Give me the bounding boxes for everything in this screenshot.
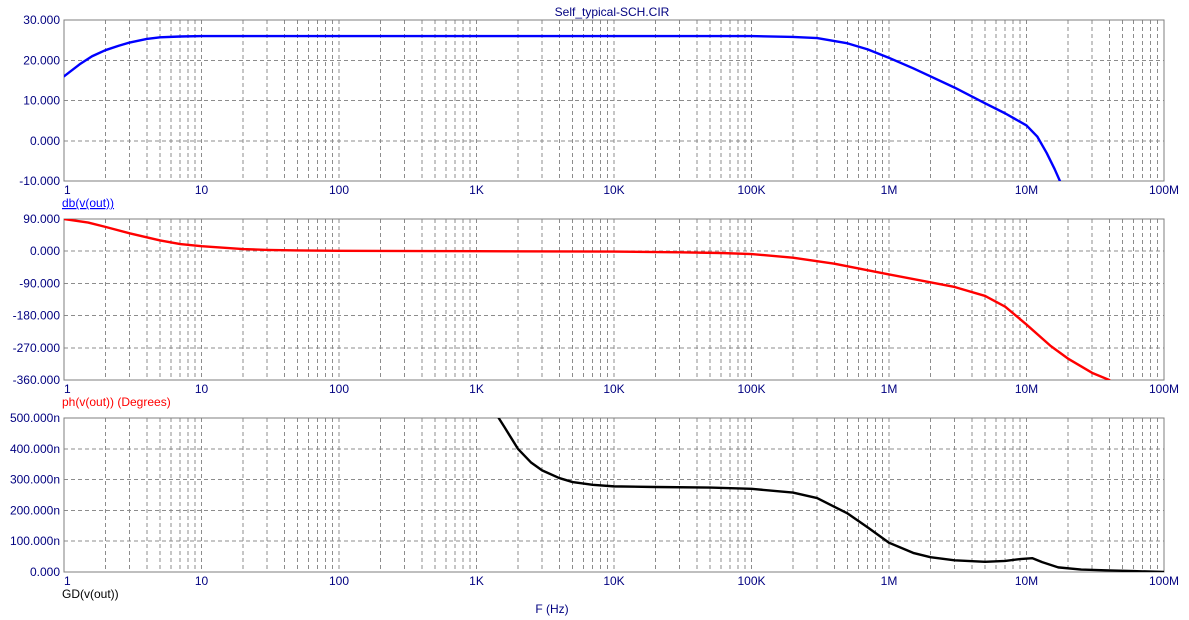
x-tick-label: 100K: [737, 574, 765, 588]
y-tick-label: 20.000: [23, 53, 60, 67]
x-tick-label: 10K: [603, 574, 624, 588]
y-tick-label: 0.000: [30, 134, 60, 148]
x-tick-label: 10: [195, 183, 209, 197]
chart-title: Self_typical-SCH.CIR: [555, 5, 670, 19]
x-tick-label: 1K: [469, 183, 484, 197]
x-tick-label: 100: [329, 382, 349, 396]
trace-label: db(v(out)): [62, 196, 114, 210]
x-tick-label: 1: [64, 574, 71, 588]
x-tick-label: 10: [195, 382, 209, 396]
x-tick-label: 10K: [603, 183, 624, 197]
x-tick-label: 10M: [1015, 183, 1038, 197]
x-tick-label: 100M: [1149, 382, 1179, 396]
grid-lines: [63, 20, 1164, 181]
x-tick-label: 1M: [881, 382, 898, 396]
y-tick-label: 200.000n: [10, 503, 60, 517]
y-tick-label: -180.000: [13, 309, 61, 323]
y-tick-label: -90.000: [19, 276, 60, 290]
x-tick-label: 100K: [737, 183, 765, 197]
series-line-1: [64, 34, 1062, 181]
grid-lines: [63, 418, 1164, 572]
y-tick-label: 300.000n: [10, 473, 60, 487]
x-tick-label: 100: [329, 574, 349, 588]
y-tick-label: 400.000n: [10, 442, 60, 456]
y-tick-label: 30.000: [23, 13, 60, 27]
plot-frame: [63, 19, 1165, 182]
y-tick-label: 90.000: [23, 212, 60, 226]
y-tick-label: 0.000: [30, 244, 60, 258]
x-tick-label: 1M: [881, 574, 898, 588]
x-tick-label: 10M: [1015, 574, 1038, 588]
y-tick-label: -10.000: [19, 174, 60, 188]
series-line-2: [64, 219, 1111, 380]
plot-frame: [63, 218, 1165, 381]
x-tick-label: 1: [64, 183, 71, 197]
y-tick-label: -270.000: [13, 341, 61, 355]
x-tick-label: 1M: [881, 183, 898, 197]
trace-label: GD(v(out)): [62, 587, 119, 601]
trace-label: ph(v(out)) (Degrees): [62, 395, 171, 409]
x-axis-label: F (Hz): [535, 602, 568, 616]
x-tick-label: 1: [64, 382, 71, 396]
y-tick-label: 500.000n: [10, 411, 60, 425]
x-tick-label: 100M: [1149, 574, 1179, 588]
y-tick-label: 0.000: [30, 565, 60, 579]
chart-panel-3: 500.000n 400.000n 300.000n 200.000n 100.000n…: [10, 411, 1179, 601]
series-line-3: [497, 418, 1164, 572]
grid-lines: [63, 219, 1164, 380]
y-tick-label: -360.000: [13, 373, 61, 387]
chart-panel-1: 30.000 20.000 10.000 0.000 -10.000 1 10 100 1K 10…: [19, 13, 1179, 210]
x-tick-label: 100M: [1149, 183, 1179, 197]
chart-panel-2: 90.000 0.000 -90.000 -180.000 -270.000 -360.0…: [13, 212, 1179, 409]
x-tick-label: 1K: [469, 382, 484, 396]
y-tick-label: 10.000: [23, 94, 60, 108]
plot-frame: [63, 417, 1165, 573]
x-tick-label: 10: [195, 574, 209, 588]
y-tick-label: 100.000n: [10, 534, 60, 548]
x-tick-label: 100: [329, 183, 349, 197]
x-tick-label: 1K: [469, 574, 484, 588]
x-tick-label: 10K: [603, 382, 624, 396]
x-tick-label: 10M: [1015, 382, 1038, 396]
x-tick-label: 100K: [737, 382, 765, 396]
